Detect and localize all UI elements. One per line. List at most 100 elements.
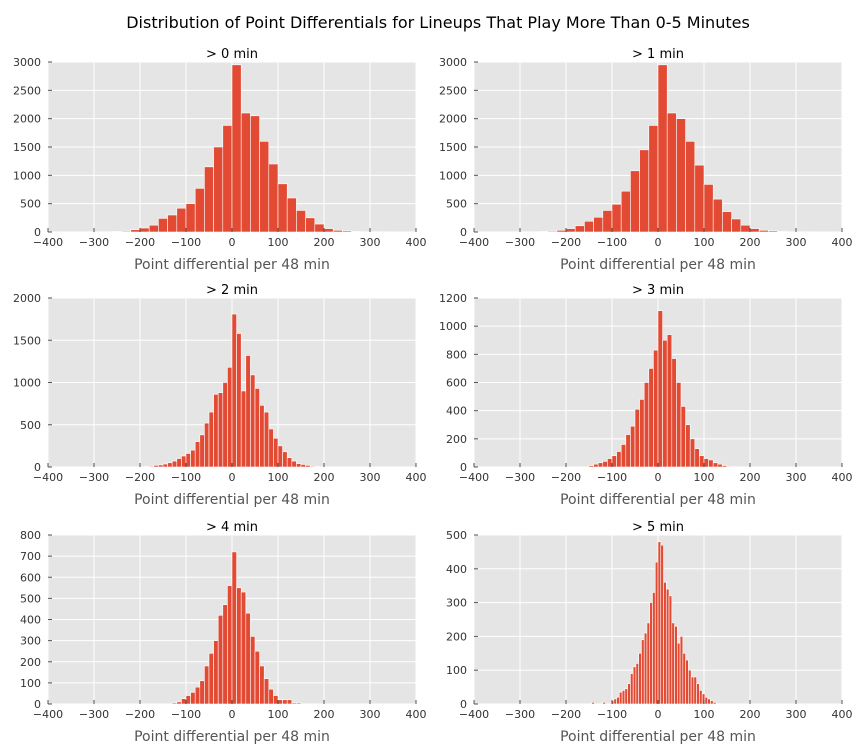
y-tick-label: 400 (446, 563, 467, 576)
x-tick-label: 100 (694, 471, 715, 484)
histogram-bar (351, 231, 362, 233)
y-tick-label: 1000 (13, 169, 41, 182)
x-tick-label: −100 (171, 471, 201, 484)
histogram-bar (696, 683, 700, 705)
histogram-bar (674, 625, 678, 705)
histogram-bar (282, 451, 288, 468)
histogram-bar (662, 339, 668, 468)
histogram-bar (222, 125, 233, 233)
y-tick-label: 1500 (13, 141, 41, 154)
histogram-bar (158, 218, 168, 233)
histogram-bar (227, 585, 233, 705)
histogram-bar (712, 198, 723, 233)
histogram-bar (167, 214, 178, 233)
histogram-bar (190, 692, 196, 705)
histogram-bar (657, 310, 663, 468)
panel-title: > 0 min (206, 47, 258, 62)
histogram-bar (641, 639, 645, 705)
histogram-bar (194, 686, 201, 705)
histogram-bar (222, 382, 228, 468)
histogram-bar (708, 459, 714, 468)
histogram-bar (704, 696, 708, 705)
y-tick-label: 0 (34, 461, 41, 474)
x-tick-label: −300 (79, 471, 109, 484)
histogram-panel-5: −400 −300 −200 −100 0 100 200 300 400 0 100 200 300 4… (20, 520, 427, 745)
x-tick-label: 0 (229, 708, 236, 721)
histogram-bar (240, 591, 247, 705)
y-tick-label: 700 (20, 550, 41, 563)
y-tick-label: 2000 (439, 113, 467, 126)
histogram-bar (181, 455, 187, 468)
histogram-bar (286, 197, 297, 233)
histogram-bar (194, 188, 205, 233)
histogram-bar (176, 207, 187, 233)
histogram-bar (236, 333, 242, 468)
histogram-bar (703, 458, 709, 468)
x-tick-label: 300 (786, 708, 807, 721)
x-tick-label: 400 (832, 236, 853, 249)
y-tick-label: 200 (446, 630, 467, 643)
histogram-bar (584, 220, 594, 233)
histogram-bar (259, 665, 265, 705)
y-tick-label: 100 (446, 664, 467, 677)
histogram-bar (112, 231, 122, 233)
histogram-bar (682, 652, 686, 705)
histogram-bar (648, 368, 654, 468)
y-tick-label: 0 (460, 461, 467, 474)
histogram-bar (300, 464, 306, 468)
histogram-bar (602, 210, 613, 233)
histogram-bar (630, 425, 636, 468)
histogram-bar (263, 678, 270, 705)
y-tick-label: 300 (446, 597, 467, 610)
histogram-bar (263, 411, 270, 468)
histogram-bar (749, 228, 760, 233)
x-tick-label: −200 (551, 236, 581, 249)
y-tick-label: 2000 (13, 292, 41, 305)
histogram-bar (171, 702, 178, 705)
histogram-bar (240, 390, 247, 468)
histogram-bar (153, 465, 159, 468)
y-tick-label: 200 (446, 433, 467, 446)
histogram-bar (689, 438, 696, 468)
y-tick-label: 0 (34, 226, 41, 239)
x-tick-label: 200 (314, 471, 335, 484)
panel-title: > 5 min (632, 520, 684, 535)
y-tick-label: 0 (460, 226, 467, 239)
x-tick-label: −400 (459, 708, 489, 721)
histogram-bar (574, 225, 585, 233)
histogram-bar (291, 460, 297, 468)
histogram-panel-3: −400 −300 −200 −100 0 100 200 300 400 0 500 1000 150… (13, 283, 427, 508)
histogram-bar (148, 465, 155, 468)
histogram-bar (268, 428, 274, 468)
histogram-bar (547, 230, 558, 233)
x-tick-label: −200 (125, 708, 155, 721)
histogram-bar (613, 698, 617, 705)
histogram-bar (663, 582, 667, 705)
histogram-bar (342, 230, 352, 233)
histogram-bar (694, 164, 705, 233)
histogram-bar (685, 424, 691, 468)
histogram-bar (679, 636, 684, 705)
panel-title: > 3 min (632, 283, 684, 298)
histogram-bar (208, 411, 214, 468)
x-tick-label: 200 (740, 236, 761, 249)
histogram-bar (616, 451, 622, 468)
y-tick-label: 800 (20, 529, 41, 542)
histogram-bar (758, 230, 769, 233)
y-tick-label: 500 (446, 529, 467, 542)
histogram-bar (240, 112, 251, 233)
histogram-bar (204, 422, 210, 468)
y-tick-label: 3000 (439, 56, 467, 69)
histogram-bar (712, 462, 719, 468)
histogram-bar (204, 166, 214, 233)
histogram-bar (282, 699, 288, 705)
histogram-bar (181, 698, 187, 705)
histogram-bar (710, 700, 714, 705)
x-tick-label: 300 (360, 708, 381, 721)
histogram-bar (685, 659, 689, 705)
x-axis-label: Point differential per 48 min (560, 257, 756, 273)
histogram-bar (627, 683, 631, 705)
histogram-bar (565, 228, 576, 233)
x-tick-label: 300 (786, 471, 807, 484)
x-tick-label: 100 (694, 236, 715, 249)
